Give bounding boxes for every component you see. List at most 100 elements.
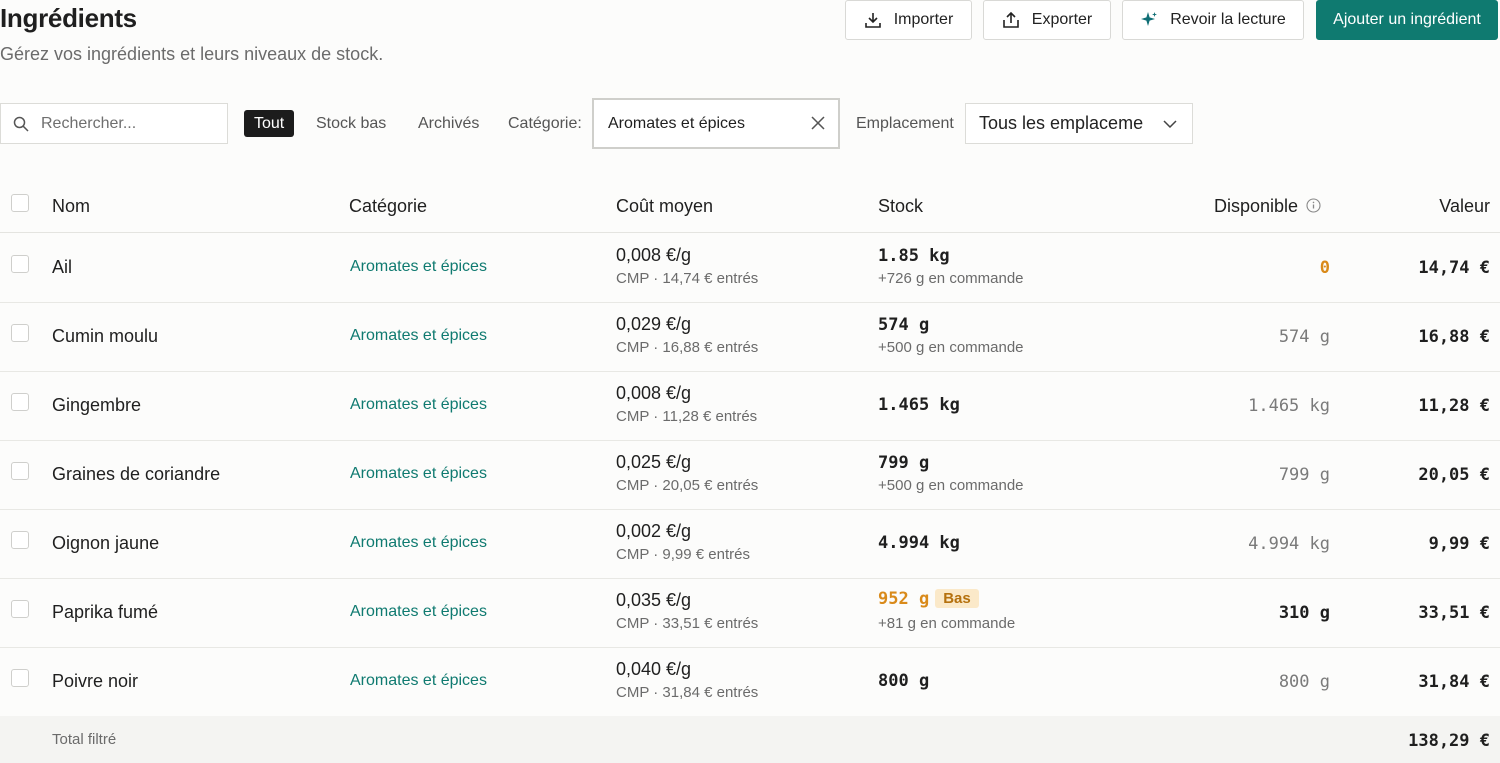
column-header-stock[interactable]: Stock — [878, 196, 924, 216]
ingredient-name: Graines de coriandre — [52, 464, 221, 484]
ingredient-name: Poivre noir — [52, 671, 139, 691]
category-link[interactable]: Aromates et épices — [350, 327, 487, 344]
table-row[interactable]: Cumin moulu Aromates et épices 0,029 €/g… — [0, 302, 1500, 372]
cmp-detail: CMP · 33,51 € entrés — [616, 615, 759, 632]
page-subtitle: Gérez vos ingrédients et leurs niveaux d… — [0, 44, 384, 64]
on-order: +726 g en commande — [878, 270, 1024, 287]
stock-value: 799 g — [878, 453, 930, 473]
upload-icon — [1002, 11, 1019, 28]
export-label: Exporter — [1031, 11, 1093, 28]
average-cost: 0,035 €/g — [616, 590, 692, 610]
filtered-total-value: 138,29 € — [1408, 731, 1490, 751]
clear-icon[interactable] — [810, 115, 826, 131]
cmp-detail: CMP · 31,84 € entrés — [616, 684, 759, 701]
ingredient-name: Ail — [52, 257, 73, 277]
row-checkbox[interactable] — [11, 531, 29, 549]
category-link[interactable]: Aromates et épices — [350, 465, 487, 482]
stock-cell: 952 g Bas — [878, 589, 979, 609]
on-order: +81 g en commande — [878, 615, 1016, 632]
row-checkbox[interactable] — [11, 255, 29, 273]
review-label: Revoir la lecture — [1170, 11, 1286, 28]
available-value: 799 g — [1278, 465, 1330, 485]
sparkle-icon — [1141, 12, 1158, 26]
average-cost: 0,025 €/g — [616, 452, 692, 472]
category-filter-label: Catégorie: — [508, 115, 582, 132]
search-icon — [13, 116, 29, 132]
import-button[interactable]: Importer — [845, 0, 972, 40]
ingredient-name: Gingembre — [52, 395, 142, 415]
cmp-detail: CMP · 20,05 € entrés — [616, 477, 759, 494]
add-label: Ajouter un ingrédient — [1333, 11, 1481, 28]
filter-chip-all[interactable]: Tout — [244, 110, 295, 137]
category-filter-value: Aromates et épices — [608, 114, 745, 132]
select-all-checkbox[interactable] — [11, 194, 29, 212]
table-row[interactable]: Gingembre Aromates et épices 0,008 €/g C… — [0, 371, 1500, 441]
low-stock-badge: Bas — [935, 589, 979, 608]
search-field[interactable] — [0, 103, 228, 144]
location-select-value: Tous les emplaceme — [979, 113, 1144, 133]
cmp-detail: CMP · 9,99 € entrés — [616, 546, 750, 563]
add-ingredient-button[interactable]: Ajouter un ingrédient — [1316, 0, 1498, 40]
average-cost: 0,008 €/g — [616, 245, 692, 265]
row-checkbox[interactable] — [11, 462, 29, 480]
filter-chip-low-stock[interactable]: Stock bas — [316, 115, 387, 132]
table-row[interactable]: Paprika fumé Aromates et épices 0,035 €/… — [0, 578, 1500, 648]
cmp-detail: CMP · 14,74 € entrés — [616, 270, 759, 287]
stock-value-total: 33,51 € — [1418, 603, 1490, 623]
stock-value-total: 20,05 € — [1418, 465, 1490, 485]
location-select[interactable]: Tous les emplaceme — [965, 103, 1193, 144]
row-checkbox[interactable] — [11, 600, 29, 618]
column-header-value[interactable]: Valeur — [1439, 196, 1490, 216]
available-value: 4.994 kg — [1248, 534, 1330, 554]
table-row[interactable]: Graines de coriandre Aromates et épices … — [0, 440, 1500, 510]
available-header-label: Disponible — [1214, 196, 1299, 216]
column-header-name[interactable]: Nom — [52, 196, 91, 216]
ingredient-name: Paprika fumé — [52, 602, 159, 622]
category-filter-field[interactable]: Aromates et épices — [592, 98, 840, 149]
on-order: +500 g en commande — [878, 339, 1024, 356]
ingredient-name: Cumin moulu — [52, 326, 159, 346]
column-header-available[interactable]: Disponible — [1214, 196, 1321, 217]
table-row[interactable]: Poivre noir Aromates et épices 0,040 €/g… — [0, 647, 1500, 717]
stock-value-total: 31,84 € — [1418, 672, 1490, 692]
category-link[interactable]: Aromates et épices — [350, 396, 487, 413]
ingredient-name: Oignon jaune — [52, 533, 160, 553]
review-reading-button[interactable]: Revoir la lecture — [1122, 0, 1304, 40]
column-header-cost[interactable]: Coût moyen — [616, 196, 714, 216]
stock-value: 1.85 kg — [878, 246, 950, 266]
average-cost: 0,029 €/g — [616, 314, 692, 334]
search-input[interactable] — [39, 113, 223, 134]
download-icon — [864, 13, 881, 28]
export-button[interactable]: Exporter — [983, 0, 1111, 40]
table-footer: Total filtré 138,29 € — [0, 716, 1500, 763]
row-checkbox[interactable] — [11, 393, 29, 411]
available-value: 574 g — [1278, 327, 1330, 347]
cmp-detail: CMP · 16,88 € entrés — [616, 339, 759, 356]
stock-value: 800 g — [878, 671, 930, 691]
row-checkbox[interactable] — [11, 324, 29, 342]
table-row[interactable]: Ail Aromates et épices 0,008 €/g CMP · 1… — [0, 233, 1500, 303]
category-link[interactable]: Aromates et épices — [350, 534, 487, 551]
page-title: Ingrédients — [0, 3, 137, 33]
stock-value: 4.994 kg — [878, 533, 960, 553]
stock-value-total: 14,74 € — [1418, 258, 1490, 278]
table-header: Nom Catégorie Coût moyen Stock Disponibl… — [0, 178, 1500, 233]
available-value: 310 g — [1278, 603, 1330, 623]
category-link[interactable]: Aromates et épices — [350, 258, 487, 275]
category-link[interactable]: Aromates et épices — [350, 672, 487, 689]
stock-value-total: 16,88 € — [1418, 327, 1490, 347]
category-link[interactable]: Aromates et épices — [350, 603, 487, 620]
filter-chip-archived[interactable]: Archivés — [418, 115, 480, 132]
on-order: +500 g en commande — [878, 477, 1024, 494]
available-value: 800 g — [1278, 672, 1330, 692]
column-header-category[interactable]: Catégorie — [349, 196, 428, 216]
stock-value: 574 g — [878, 315, 930, 335]
stock-value: 952 g — [878, 589, 930, 609]
stock-value: 1.465 kg — [878, 395, 960, 415]
average-cost: 0,002 €/g — [616, 521, 692, 541]
available-value: 0 — [1319, 258, 1330, 278]
cmp-detail: CMP · 11,28 € entrés — [616, 408, 758, 425]
location-filter-label: Emplacement — [856, 115, 954, 132]
row-checkbox[interactable] — [11, 669, 29, 687]
table-row[interactable]: Oignon jaune Aromates et épices 0,002 €/… — [0, 509, 1500, 579]
